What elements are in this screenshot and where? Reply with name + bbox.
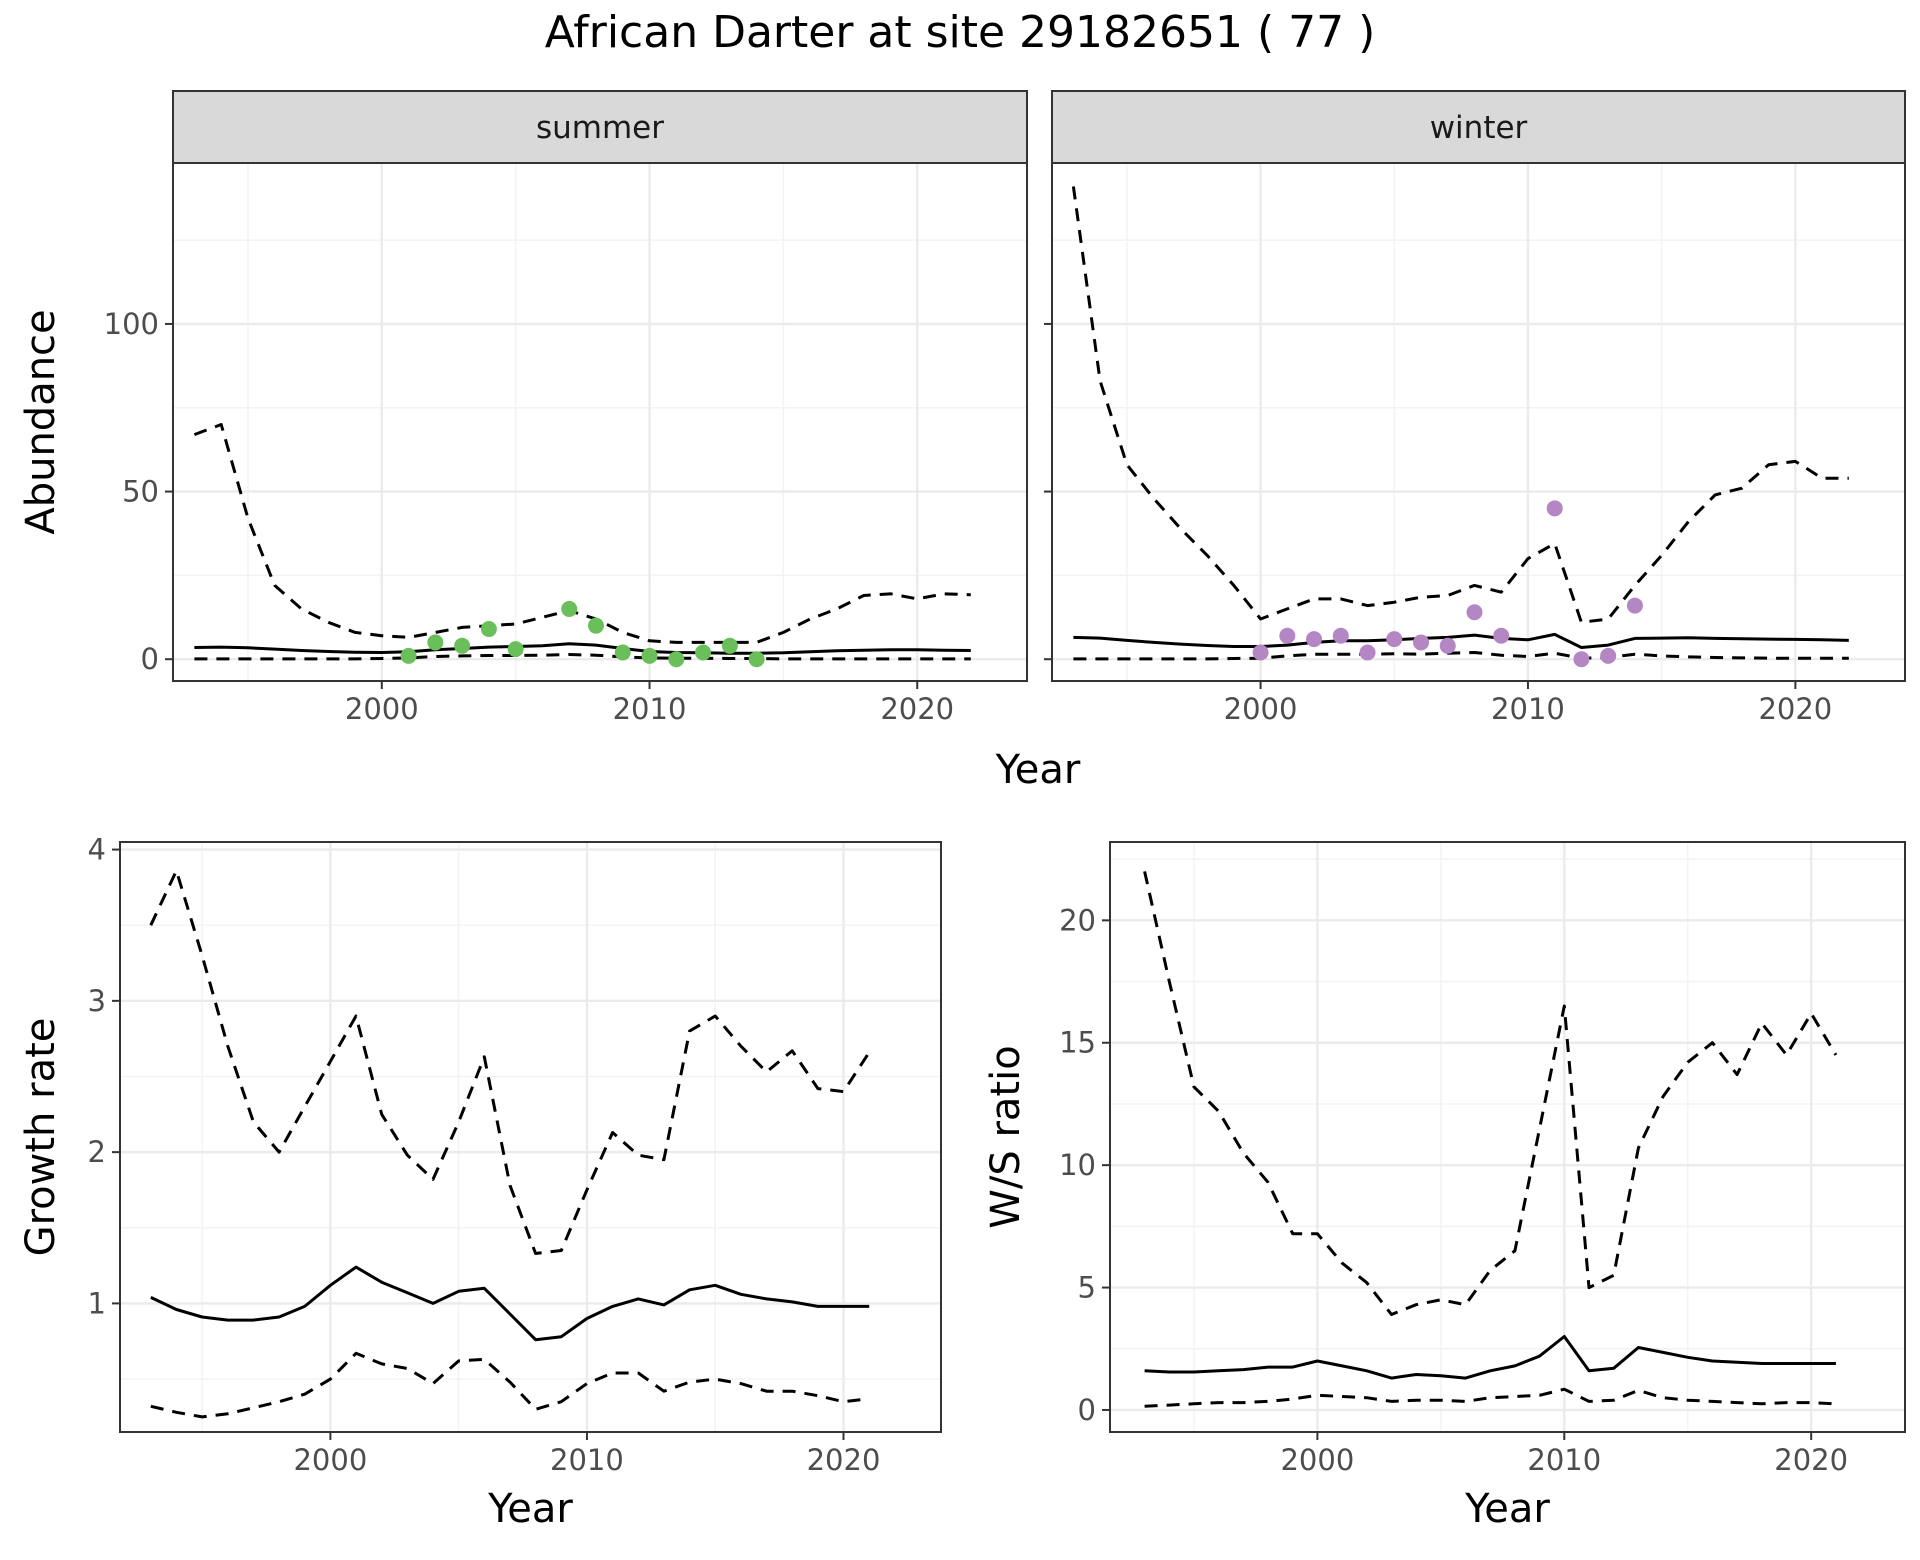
series-line-mean <box>1144 1335 1836 1380</box>
x-tick-label: 2020 <box>1758 692 1832 726</box>
series-line-upper <box>1071 186 1849 624</box>
observed-point <box>695 644 712 661</box>
observed-point <box>427 634 444 651</box>
series-line-lower <box>194 653 971 661</box>
facet-strip <box>1051 90 1906 164</box>
x-tick-label: 2010 <box>1527 1443 1601 1477</box>
observed-point <box>1439 637 1456 654</box>
x-axis-title: Year <box>1464 1486 1550 1532</box>
series-line-lower <box>1073 651 1849 661</box>
observed-point <box>1252 644 1269 661</box>
series-line-mean <box>150 1265 870 1342</box>
observed-point <box>400 647 417 664</box>
series-line-upper <box>149 869 871 1255</box>
observed-point <box>1546 500 1563 517</box>
panel-border <box>1051 162 1906 682</box>
observed-point <box>641 647 658 664</box>
y-tick-label: 3 <box>88 984 106 1018</box>
y-axis-title: Growth rate <box>18 1018 64 1257</box>
series-line-upper <box>1143 871 1838 1316</box>
observed-point <box>668 651 685 668</box>
panel-border <box>119 841 942 1433</box>
series-line-mean <box>194 642 971 655</box>
x-tick-label: 2000 <box>1224 692 1298 726</box>
y-axis-title: W/S ratio <box>983 1045 1029 1228</box>
series-line-lower <box>150 1351 870 1419</box>
observed-point <box>1626 597 1643 614</box>
y-tick-label: 4 <box>88 833 106 867</box>
observed-point <box>614 644 631 661</box>
y-tick-label: 20 <box>1059 903 1096 937</box>
observed-point <box>1279 627 1296 644</box>
facet-label: winter <box>1430 110 1528 146</box>
observed-point <box>480 621 497 638</box>
observed-point <box>1306 631 1323 648</box>
observed-point <box>587 617 604 634</box>
series-line-mean <box>1073 632 1849 649</box>
observed-point <box>454 637 471 654</box>
y-tick-label: 10 <box>1059 1148 1096 1182</box>
y-tick-label: 15 <box>1059 1026 1096 1060</box>
observed-point <box>1359 644 1376 661</box>
series-group <box>193 423 971 668</box>
panel-abundance-summer: summer 2000 2010 2020 0 50 100 Abundance <box>18 90 1028 726</box>
y-tick-label: 0 <box>141 642 159 676</box>
y-tick-label: 5 <box>1078 1271 1096 1305</box>
y-tick-label: 0 <box>1078 1393 1096 1427</box>
top-row-x-axis-title: Year <box>995 747 1081 793</box>
observed-point <box>1466 604 1483 621</box>
series-line-lower <box>1144 1387 1836 1408</box>
observed-point <box>1386 631 1403 648</box>
facet-strip <box>172 90 1028 164</box>
x-tick-label: 2000 <box>293 1443 367 1477</box>
observed-point <box>748 651 765 668</box>
x-tick-label: 2020 <box>807 1443 881 1477</box>
panel-abundance-winter: winter 2000 2010 2020 <box>1044 90 1906 726</box>
y-tick-label: 100 <box>104 307 159 341</box>
panel-border <box>1109 841 1906 1433</box>
observed-point <box>507 641 524 658</box>
observed-point <box>561 600 578 617</box>
panel-ws-ratio: 2000 2010 2020 0 5 10 15 20 W/S ratio Year <box>983 841 1906 1532</box>
y-tick-label: 1 <box>88 1286 106 1320</box>
y-axis-title: Abundance <box>18 309 64 534</box>
x-tick-label: 2010 <box>613 692 687 726</box>
x-tick-label: 2020 <box>1774 1443 1848 1477</box>
observed-point <box>721 637 738 654</box>
observed-point <box>1600 647 1617 664</box>
y-tick-label: 2 <box>88 1135 106 1169</box>
y-tick-label: 50 <box>122 475 159 509</box>
observed-point <box>1413 634 1430 651</box>
x-tick-label: 2010 <box>1491 692 1565 726</box>
panel-growth-rate: 2000 2010 2020 1 2 3 4 Growth rate Year <box>18 833 942 1532</box>
series-group <box>1071 186 1849 668</box>
x-tick-label: 2010 <box>550 1443 624 1477</box>
x-axis-title: Year <box>487 1486 573 1532</box>
panel-border <box>172 162 1028 682</box>
series-group <box>149 869 871 1419</box>
x-tick-label: 2000 <box>345 692 419 726</box>
series-group <box>1143 871 1838 1408</box>
x-tick-label: 2020 <box>880 692 954 726</box>
series-line-upper <box>193 423 971 644</box>
observed-point <box>1573 651 1590 668</box>
observed-point <box>1493 627 1510 644</box>
observed-point <box>1332 627 1349 644</box>
figure-title: African Darter at site 29182651 ( 77 ) <box>545 7 1376 58</box>
facet-label: summer <box>536 110 664 146</box>
x-tick-label: 2000 <box>1280 1443 1354 1477</box>
